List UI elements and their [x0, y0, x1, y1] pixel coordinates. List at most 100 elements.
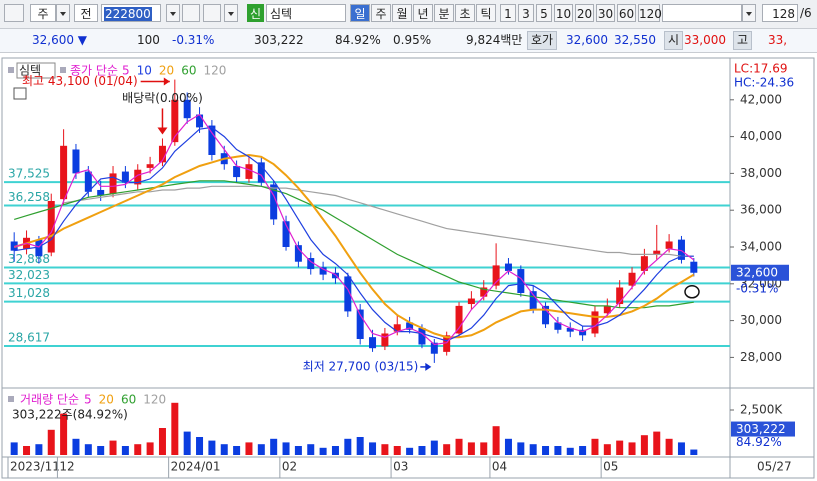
- volume-bar: [467, 442, 475, 455]
- candle-body: [344, 276, 352, 312]
- toolbar-button[interactable]: 분: [434, 4, 454, 22]
- candle-body: [158, 145, 166, 163]
- blank-select[interactable]: [662, 4, 742, 22]
- volume-bar: [208, 440, 216, 455]
- dropdown[interactable]: [742, 4, 756, 22]
- toolbar-button[interactable]: 틱: [476, 4, 496, 22]
- toolbar-button[interactable]: 5: [536, 4, 552, 22]
- candle-body: [653, 250, 661, 255]
- legend-entry: 5: [84, 393, 92, 407]
- volume-bar: [84, 444, 92, 455]
- high-annotation: 최고 43,100 (01/04): [22, 74, 138, 88]
- toolbar-button[interactable]: 월: [392, 4, 412, 22]
- dropdown[interactable]: [56, 4, 70, 22]
- volume-bar: [270, 438, 278, 455]
- candle-body: [270, 184, 278, 220]
- volume-bar: [542, 446, 550, 455]
- volume-bar: [690, 449, 698, 455]
- volume-bar: [628, 442, 636, 455]
- candle-body: [245, 164, 253, 179]
- code-input[interactable]: 222800: [101, 4, 161, 22]
- amount: 9,824백만: [466, 33, 523, 47]
- candle-body: [356, 309, 364, 339]
- candle-body: [455, 305, 463, 334]
- volume-bar: [23, 446, 31, 455]
- candle-body: [183, 99, 191, 119]
- volume-bar: [616, 440, 624, 455]
- x-tick-label: 02: [282, 460, 297, 474]
- candle-body: [97, 189, 105, 196]
- last-price: 32,600: [736, 265, 778, 279]
- volume-bar: [97, 446, 105, 455]
- market-select[interactable]: 주: [30, 4, 56, 22]
- sound-button[interactable]: [203, 4, 221, 22]
- volume-bar: [220, 444, 228, 455]
- volume-bar: [319, 447, 327, 455]
- toolbar-button[interactable]: 주: [371, 4, 391, 22]
- volume-bar: [430, 440, 438, 455]
- x-tick-label: 12: [59, 460, 74, 474]
- toolbar-button[interactable]: 3: [518, 4, 534, 22]
- candle-body: [418, 327, 426, 345]
- volume-bar: [455, 438, 463, 455]
- quote-label: 호가: [527, 31, 558, 50]
- volume-bar: [146, 442, 154, 455]
- open-label: 시: [664, 31, 684, 50]
- legend-box: [16, 62, 56, 79]
- candle-body: [616, 287, 624, 305]
- volume-bar: [665, 438, 673, 455]
- toolbar-button[interactable]: 60: [617, 4, 636, 22]
- dropdown[interactable]: [166, 4, 180, 22]
- table-icon[interactable]: [13, 87, 27, 100]
- candle-body: [381, 333, 389, 347]
- ma-line: [14, 113, 695, 346]
- candle-body: [60, 145, 68, 200]
- volume-bar: [282, 442, 290, 455]
- candle-body: [665, 241, 673, 249]
- volume-ratio: 84.92%: [335, 33, 381, 47]
- level-label: 32,023: [8, 268, 50, 282]
- toolbar-button[interactable]: 초: [455, 4, 475, 22]
- toolbar-button[interactable]: 120: [638, 4, 662, 22]
- stock-name[interactable]: 심텍: [266, 4, 346, 22]
- volume-bar: [158, 428, 166, 455]
- volume-bar: [171, 402, 179, 455]
- change-pct: -0.31%: [172, 33, 215, 47]
- volume-bar: [529, 444, 537, 455]
- code: 222800: [104, 7, 152, 21]
- volume-bar: [257, 444, 265, 455]
- dropdown[interactable]: [224, 4, 238, 22]
- count-input[interactable]: 128: [762, 4, 798, 22]
- candle-body: [640, 256, 648, 271]
- toolbar-button[interactable]: 일: [350, 4, 370, 22]
- last-change: -0.31%: [736, 281, 778, 295]
- legend-label: 종가 단순: [70, 64, 118, 78]
- toolbar-button[interactable]: 10: [554, 4, 573, 22]
- y-tick-label: 28,000: [740, 350, 782, 364]
- high: 33,: [768, 33, 788, 47]
- volume-bar: [72, 438, 80, 455]
- volume-bar: [307, 444, 315, 455]
- candle-body: [480, 287, 488, 297]
- candle-body: [529, 291, 537, 310]
- toolbar-button[interactable]: 년: [413, 4, 433, 22]
- search-button[interactable]: [182, 4, 200, 22]
- volume-bar: [47, 429, 55, 455]
- candle-body: [591, 311, 599, 334]
- toolbar-button[interactable]: 20: [575, 4, 594, 22]
- cursor-mark: [684, 285, 700, 299]
- volume-bar: [381, 444, 389, 455]
- scope-select[interactable]: 전: [74, 4, 98, 22]
- x-tick-label: 05: [603, 460, 618, 474]
- candle-body: [146, 164, 154, 168]
- legend-entry: 20: [99, 393, 114, 407]
- menu-icon[interactable]: [4, 4, 24, 22]
- candle-body: [554, 322, 562, 330]
- toolbar-button[interactable]: 1: [500, 4, 516, 22]
- hc-label: HC:-24.36: [734, 76, 794, 90]
- legend-entry: 20: [159, 64, 174, 78]
- toolbar-button[interactable]: 30: [596, 4, 615, 22]
- candle-body: [331, 272, 339, 279]
- candle-body: [603, 305, 611, 314]
- volume-bar: [121, 446, 129, 455]
